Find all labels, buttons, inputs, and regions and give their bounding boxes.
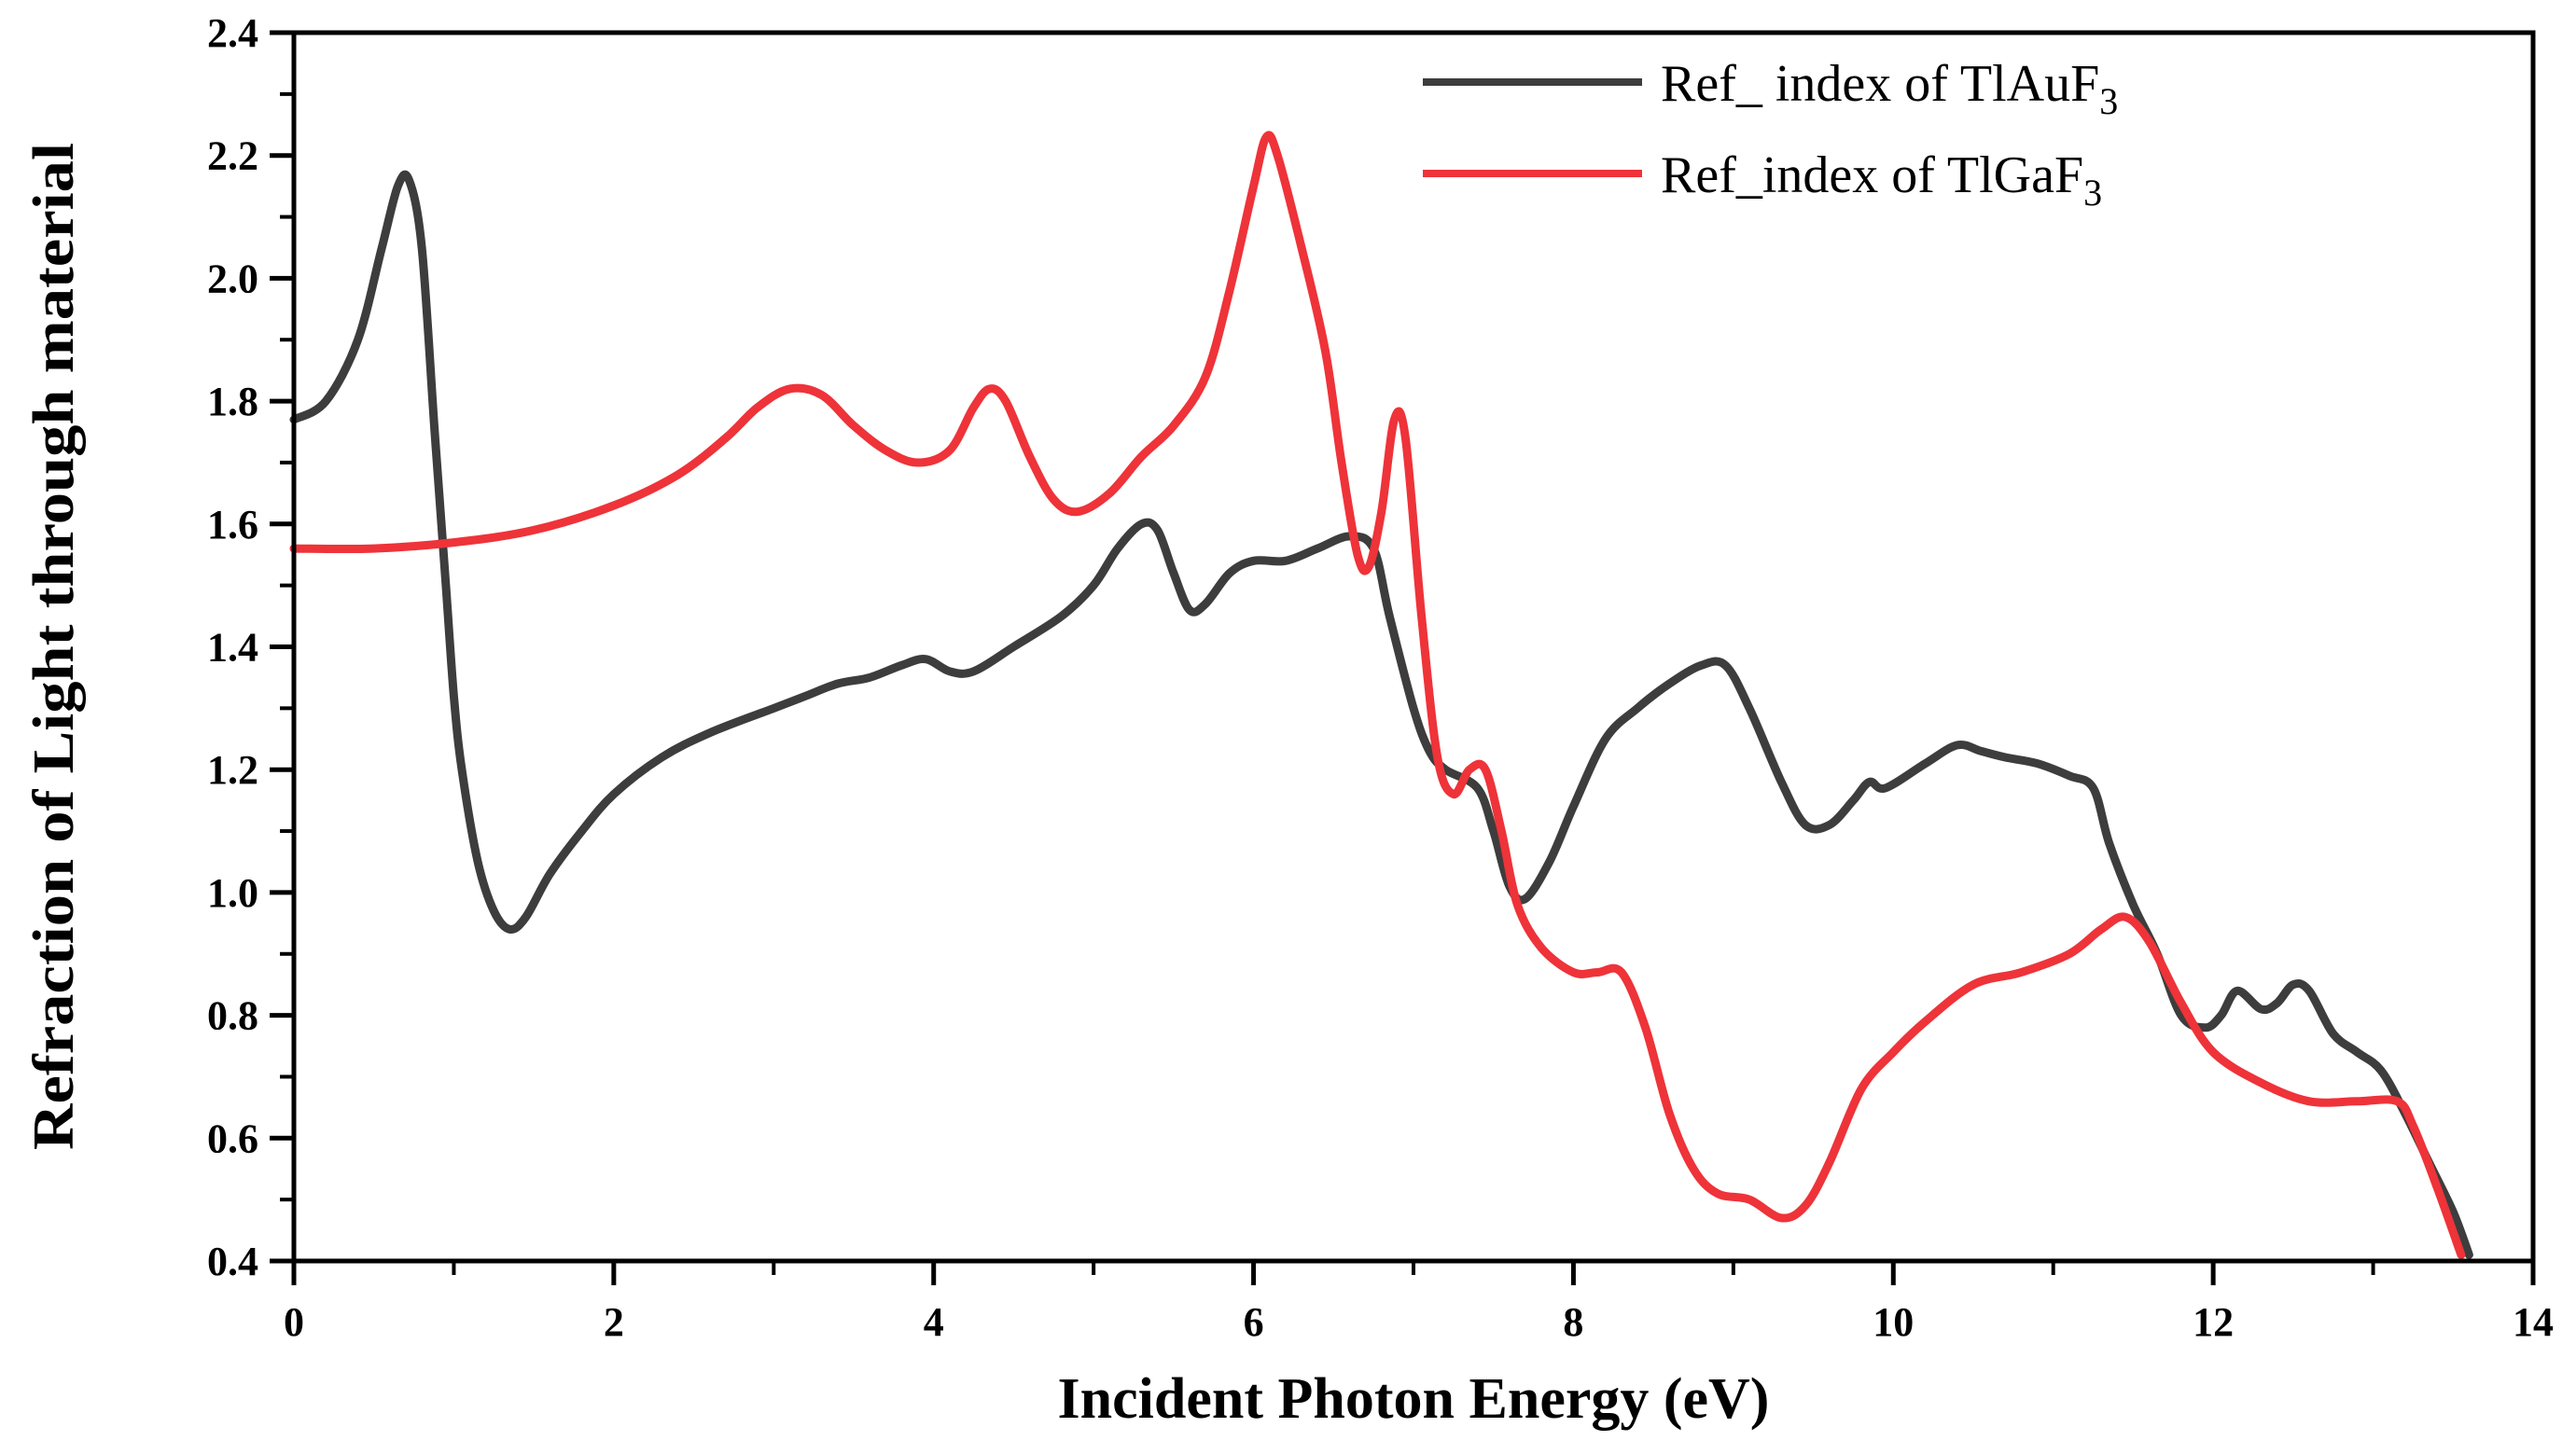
series-line-tlgaf3 [289, 131, 2466, 1259]
legend-label-tlgaf3-main: Ref_index of TlGaF [1661, 146, 2083, 204]
x-tick-label: 14 [2513, 1299, 2554, 1345]
x-tick-label: 8 [1563, 1299, 1583, 1345]
y-tick-label: 2.2 [207, 133, 258, 179]
series-layer [289, 131, 2473, 1259]
x-tick-label: 12 [2193, 1299, 2234, 1345]
x-tick-label: 4 [924, 1299, 944, 1345]
x-tick-label: 2 [604, 1299, 624, 1345]
y-tick-label: 2.0 [207, 256, 258, 301]
legend: Ref_ index of TlAuF3 Ref_index of TlGaF3 [1423, 55, 2118, 214]
y-tick-label: 1.6 [207, 502, 258, 547]
x-tick-label: 10 [1873, 1299, 1914, 1345]
y-tick-label: 1.8 [207, 379, 258, 424]
plot-frame [291, 30, 2536, 1264]
y-tick-label: 1.4 [207, 625, 258, 671]
x-tick-label: 0 [284, 1299, 304, 1345]
y-tick-label: 2.4 [207, 10, 258, 56]
x-tick-label: 6 [1244, 1299, 1264, 1345]
legend-label-tlauf3-sub: 3 [2099, 80, 2118, 122]
y-tick-label: 1.0 [207, 870, 258, 916]
y-axis-title: Refraction of Light through material [22, 143, 86, 1150]
y-tick-label: 1.2 [207, 747, 258, 793]
y-tick-label: 0.8 [207, 993, 258, 1039]
axes-layer: 0 2 4 6 8 10 12 14 0.4 0.6 0.8 1.0 1.2 1.4 1.6 1.8 2.0 2.… [207, 10, 2554, 1345]
x-axis-title: Incident Photon Energy (eV) [1058, 1367, 1770, 1431]
legend-label-tlauf3-main: Ref_ index of TlAuF [1661, 55, 2099, 113]
y-tick-label: 0.4 [207, 1239, 258, 1284]
legend-label-tlgaf3-sub: 3 [2083, 172, 2102, 214]
legend-label-tlgaf3: Ref_index of TlGaF3 [1661, 146, 2102, 214]
y-tick-label: 0.6 [207, 1115, 258, 1161]
legend-label-tlauf3: Ref_ index of TlAuF3 [1661, 55, 2118, 122]
